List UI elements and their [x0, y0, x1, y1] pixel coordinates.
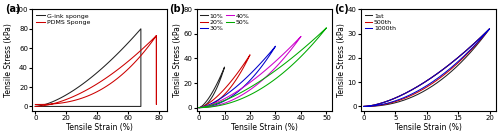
Legend: 10%, 20%, 30%, 40%, 50%: 10%, 20%, 30%, 40%, 50%	[200, 13, 250, 32]
Text: (c): (c)	[334, 4, 348, 14]
1st	[486, 28, 492, 30]
1000th	[412, 87, 418, 89]
1st	[361, 106, 367, 107]
500th	[406, 96, 411, 98]
X-axis label: Tensile Strain (%): Tensile Strain (%)	[66, 123, 133, 132]
1st	[448, 71, 454, 72]
1st	[412, 87, 418, 89]
500th	[448, 68, 454, 70]
Text: (b): (b)	[170, 4, 186, 14]
500th	[432, 74, 438, 76]
500th	[361, 106, 367, 107]
1st	[472, 46, 478, 48]
Line: 1000th: 1000th	[364, 29, 490, 106]
1000th	[448, 67, 454, 68]
1st	[432, 74, 438, 76]
Legend: 1st, 500th, 1000th: 1st, 500th, 1000th	[364, 13, 396, 32]
1000th	[486, 28, 492, 30]
1000th	[432, 74, 438, 76]
1000th	[361, 106, 367, 107]
Y-axis label: Tensile Stress (kPa): Tensile Stress (kPa)	[173, 23, 182, 97]
X-axis label: Tensile Strain (%): Tensile Strain (%)	[230, 123, 298, 132]
1st	[406, 98, 411, 99]
Y-axis label: Tensile Stress (kPa): Tensile Stress (kPa)	[4, 23, 13, 97]
1000th	[361, 106, 367, 107]
1000th	[372, 105, 378, 106]
500th	[486, 28, 492, 30]
500th	[412, 87, 418, 89]
Text: (a): (a)	[5, 4, 20, 14]
1000th	[472, 44, 478, 46]
500th	[472, 45, 478, 46]
Line: 1st: 1st	[364, 29, 490, 106]
Y-axis label: Tensile Stress (kPa): Tensile Stress (kPa)	[337, 23, 346, 97]
500th	[361, 106, 367, 107]
1st	[361, 106, 367, 107]
X-axis label: Tensile Strain (%): Tensile Strain (%)	[395, 123, 462, 132]
500th	[372, 105, 378, 107]
1000th	[406, 95, 411, 96]
1st	[372, 105, 378, 107]
Legend: G-ink sponge, PDMS Sponge: G-ink sponge, PDMS Sponge	[36, 13, 91, 26]
Line: 500th: 500th	[364, 29, 490, 106]
